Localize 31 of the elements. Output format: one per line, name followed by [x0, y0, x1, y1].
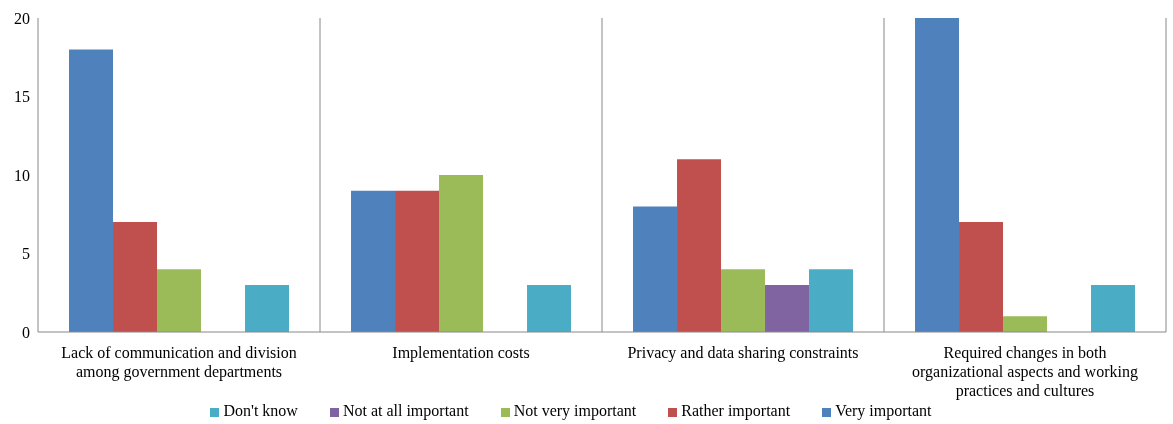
x-tick-label: Required changes in both organizational aspects and working practices and cultures	[912, 344, 1138, 400]
legend-label: Not at all important	[342, 402, 469, 419]
bar	[1003, 316, 1048, 332]
bar	[1091, 284, 1136, 332]
y-tick-label: 20	[14, 9, 30, 27]
legend-label: Don't know	[223, 402, 298, 419]
legend-label: Not very important	[513, 402, 637, 419]
bar	[721, 269, 766, 332]
bar	[915, 18, 960, 332]
y-tick-label: 0	[22, 323, 30, 341]
bar	[395, 190, 440, 332]
y-tick-label: 5	[22, 245, 30, 263]
y-tick-label: 10	[14, 166, 30, 184]
bar	[765, 284, 810, 332]
x-tick-label: Privacy and data sharing constraints	[627, 344, 859, 362]
bar	[439, 175, 484, 332]
legend-label: Rather important	[681, 402, 791, 419]
bar	[809, 269, 854, 332]
x-tick-label: Lack of communication and division among government departments	[61, 344, 297, 381]
bar	[677, 159, 722, 332]
bar	[157, 269, 202, 332]
y-tick-label: 15	[14, 88, 30, 106]
bar	[69, 49, 114, 332]
bar	[245, 284, 290, 332]
bar	[959, 222, 1004, 332]
bar	[351, 190, 396, 332]
legend-label: Very important	[835, 402, 932, 419]
bar	[113, 222, 158, 332]
x-tick-label: Implementation costs	[392, 344, 530, 362]
bar	[633, 206, 678, 332]
bar	[527, 284, 572, 332]
